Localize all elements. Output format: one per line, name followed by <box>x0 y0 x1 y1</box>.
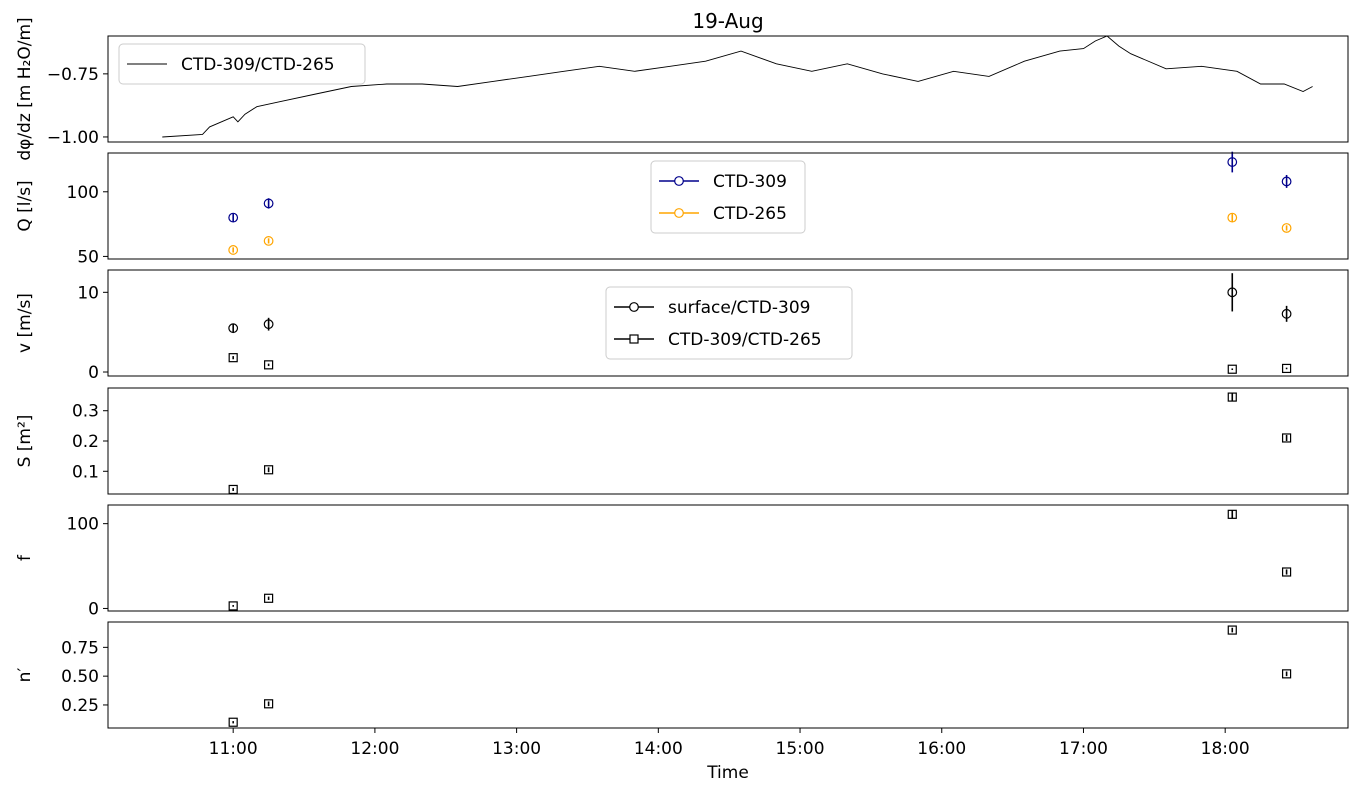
y-tick-label: 0.3 <box>72 402 99 422</box>
legend-label: CTD-309/CTD-265 <box>181 55 335 75</box>
axes-frame <box>107 387 1349 495</box>
data-point <box>1227 157 1238 167</box>
y-tick-label: 0 <box>88 363 99 383</box>
legend-label: CTD-265 <box>713 204 787 224</box>
data-point <box>228 323 239 334</box>
data-point <box>1281 669 1292 679</box>
y-axis-label: S [m²] <box>15 415 35 468</box>
axes-frame <box>107 504 1349 612</box>
data-point <box>263 236 274 246</box>
y-axis-label: n′ <box>15 668 35 683</box>
legend-box <box>650 160 806 234</box>
data-point <box>1281 308 1292 319</box>
data-point <box>1227 212 1238 223</box>
legend-gradient: CTD-309/CTD-265 <box>118 43 366 85</box>
y-tick-label: 0.50 <box>61 667 99 687</box>
x-tick-label: 18:00 <box>1201 739 1250 759</box>
legend-swatch-marker <box>674 176 684 186</box>
legend-label: surface/CTD-309 <box>668 298 810 318</box>
data-point <box>1227 287 1238 298</box>
series-friction-0 <box>228 509 1292 611</box>
data-point <box>1281 433 1292 443</box>
panel-area: 0.1 0.2 0.3 S [m²] <box>15 387 1349 495</box>
x-tick-label: 12:00 <box>350 739 399 759</box>
x-tick-label: 15:00 <box>776 739 825 759</box>
legend-discharge: CTD-309 CTD-265 <box>650 160 806 234</box>
data-point <box>1281 363 1292 374</box>
y-tick-label: 10 <box>77 283 99 303</box>
y-axis-label: Q [l/s] <box>15 180 35 231</box>
series-area-0 <box>228 392 1292 495</box>
data-point <box>1281 176 1292 187</box>
series-discharge-0 <box>228 151 1292 223</box>
axes-frame <box>107 152 1349 260</box>
x-tick-label: 13:00 <box>492 739 541 759</box>
data-point <box>1227 509 1237 519</box>
data-point <box>1281 223 1292 233</box>
y-tick-label: 100 <box>67 183 99 203</box>
axes-frame <box>107 269 1349 377</box>
y-tick-label: 100 <box>67 515 99 535</box>
legend-swatch-marker <box>674 208 684 218</box>
data-point <box>228 717 238 727</box>
data-point <box>228 212 239 223</box>
data-point <box>228 245 239 255</box>
x-tick-label: 16:00 <box>917 739 966 759</box>
y-tick-label: −0.75 <box>47 65 99 85</box>
y-tick-label: 50 <box>77 247 99 267</box>
y-tick-label: −1.00 <box>47 128 99 148</box>
data-point <box>1227 392 1237 402</box>
axes-frame <box>107 35 1349 143</box>
data-point <box>263 319 274 330</box>
data-point <box>228 601 238 611</box>
data-point <box>264 465 274 475</box>
x-tick-label: 11:00 <box>209 739 258 759</box>
y-tick-label: 0.1 <box>72 462 99 482</box>
legend-box <box>118 43 366 85</box>
series-gradient-0 <box>162 35 1313 138</box>
data-point <box>264 593 274 603</box>
chart-title: 19-Aug <box>692 9 763 33</box>
panel-friction: 0 100 f <box>15 504 1349 619</box>
y-tick-label: 0 <box>88 599 99 619</box>
data-point <box>1281 567 1292 577</box>
series-discharge-1 <box>228 212 1292 255</box>
data-point <box>264 699 274 709</box>
series-velocity-0 <box>228 273 1292 334</box>
axes-frame <box>107 621 1349 729</box>
series-manning-0 <box>228 625 1292 727</box>
y-tick-label: 0.25 <box>61 696 99 716</box>
series-line <box>162 35 1313 138</box>
data-point <box>264 360 274 370</box>
legend-label: CTD-309 <box>713 172 787 192</box>
panel-gradient: −1.00 −0.75 dφ/dz [m H₂O/m] CTD-309/CTD-265 <box>15 17 1349 161</box>
x-axis-label: Time <box>706 763 749 783</box>
data-point <box>1227 625 1237 635</box>
legend-label: CTD-309/CTD-265 <box>668 330 822 350</box>
y-tick-label: 0.75 <box>61 638 99 658</box>
panel-manning: 0.25 0.50 0.75 n′ 11:00 12:00 13:00 14:00 15:00 1… <box>15 621 1349 759</box>
y-axis-label: dφ/dz [m H₂O/m] <box>15 17 35 160</box>
data-point <box>228 484 238 495</box>
y-tick-label: 0.2 <box>72 432 99 452</box>
data-point <box>1227 364 1237 374</box>
x-tick-label: 14:00 <box>634 739 683 759</box>
legend-swatch-marker <box>629 302 639 312</box>
legend-box <box>605 286 853 360</box>
legend-swatch-marker <box>629 334 639 344</box>
y-axis-label: v [m/s] <box>15 293 35 353</box>
data-point <box>263 198 274 209</box>
series-velocity-1 <box>228 353 1292 374</box>
data-point <box>228 353 238 363</box>
legend-velocity: surface/CTD-309 CTD-309/CTD-265 <box>605 286 853 360</box>
panel-discharge: 50 100 Q [l/s] CTD-309 CTD-265 <box>15 151 1349 267</box>
y-axis-label: f <box>15 554 35 561</box>
x-tick-label: 17:00 <box>1059 739 1108 759</box>
panel-velocity: 0 10 v [m/s] surface/CTD-309 CTD-309/CTD-265 <box>15 269 1349 383</box>
